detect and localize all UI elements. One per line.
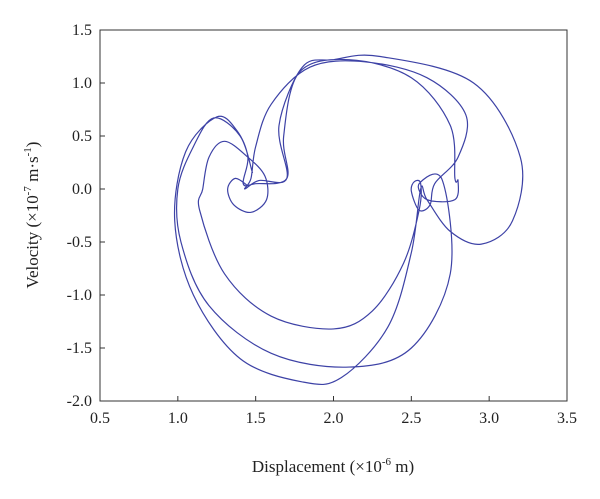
y-tick-label: -1.5 [67,340,92,357]
x-axis-title-exp: -6 [382,456,392,468]
y-axis-title: Velocity (×10-7 m·s-1) [22,142,42,289]
y-tick-label: -2.0 [67,393,92,410]
x-axis-title: Displacement (×10-6 m) [252,456,414,476]
y-axis-title-exp: -1 [22,147,34,156]
x-tick-label: 3.5 [557,410,577,427]
y-tick-label: -0.5 [67,234,92,251]
y-tick-label: 0.5 [72,128,92,145]
x-axis-title-part: Displacement (×10 [252,457,382,476]
x-tick-label: 2.0 [324,410,344,427]
y-tick-label: -1.0 [67,287,92,304]
y-axis-title-part: ) [23,142,42,148]
x-tick-label: 2.5 [401,410,421,427]
trajectory [173,54,524,386]
plot-frame [99,29,568,402]
y-axis-title-exp: -7 [22,186,34,196]
x-axis-title-part: m) [391,457,414,476]
y-axis-title-part: Velocity (×10 [23,195,42,288]
y-axis-title-part: m·s [23,156,42,186]
x-tick-label: 0.5 [90,410,110,427]
x-tick-label: 1.0 [168,410,188,427]
x-tick-label: 3.0 [479,410,499,427]
x-tick-label: 1.5 [246,410,266,427]
y-tick-label: 0.0 [72,181,92,198]
y-tick-label: 1.0 [72,75,92,92]
y-tick-label: 1.5 [72,22,92,39]
